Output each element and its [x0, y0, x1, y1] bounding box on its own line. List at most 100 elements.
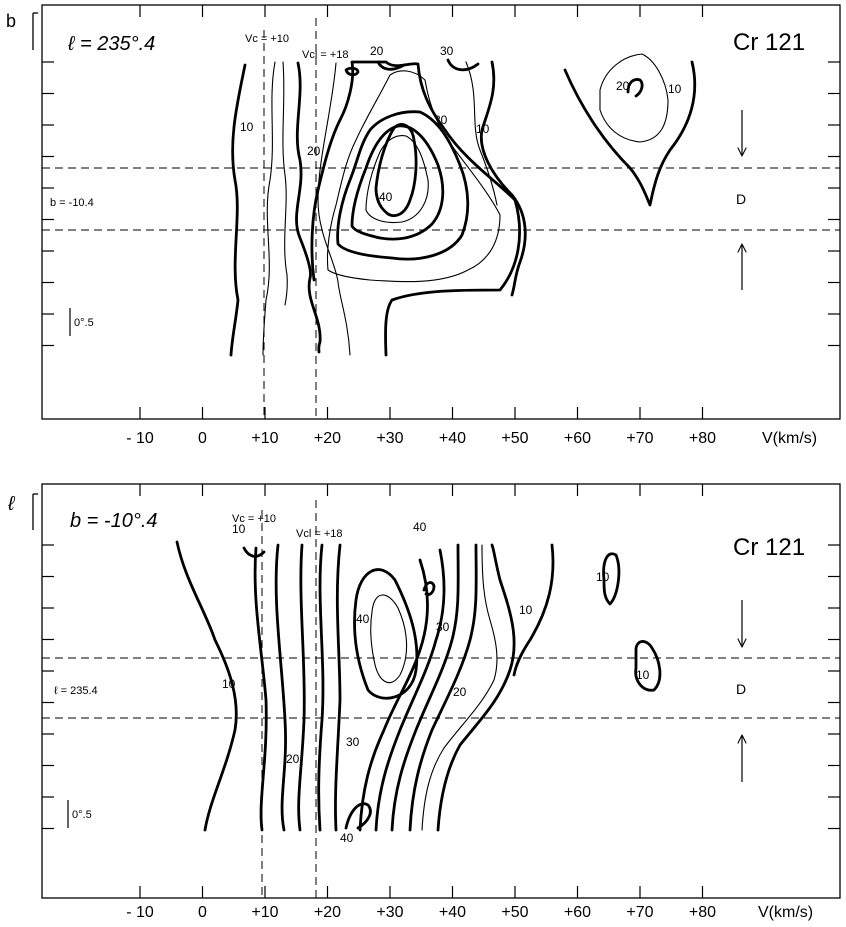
bottom-contour-10-far	[512, 543, 555, 677]
bottom-contour-20-b	[274, 543, 287, 832]
bottom-blob-east-a	[602, 552, 621, 606]
top-clabel-6: 20	[370, 44, 384, 58]
bottom-plot-frame	[41, 483, 841, 899]
bottom-x-tick-label: +20	[314, 904, 341, 921]
top-clabel-8: 10	[668, 82, 682, 96]
bottom-clabel-10: 20	[286, 752, 300, 766]
bottom-x-tick-label: +40	[439, 904, 466, 921]
top-ticks: - 10 0 +10 +20 +30 +40 +50 +60 +70 +80	[42, 5, 840, 447]
bottom-x-tick-label: +70	[626, 904, 653, 921]
top-contour-main-a	[317, 62, 339, 283]
top-contour-main-b	[337, 281, 351, 356]
bottom-x-tick-label: +50	[501, 904, 528, 921]
top-clabel-7: 30	[440, 44, 454, 58]
bottom-clabel-5: 10	[519, 603, 533, 617]
bottom-contour-30-b	[334, 543, 342, 832]
top-contour-left-2	[262, 61, 276, 356]
bottom-contour-40-inner	[370, 594, 408, 684]
bottom-xlabel: V(km/s)	[758, 904, 813, 921]
top-xlabel: V(km/s)	[762, 430, 817, 447]
bottom-clabel-12: 10	[636, 668, 650, 682]
bottom-header: b = -10°.4	[70, 510, 158, 532]
bottom-ticks: - 10 0 +10 +20 +30 +40 +50 +60 +70 +80	[42, 484, 840, 921]
bottom-contour-30-c	[358, 558, 429, 832]
bottom-vc-label: Vc = +10	[232, 513, 276, 525]
bottom-clabel-2: 40	[413, 520, 427, 534]
bottom-x-tick-label: +60	[564, 904, 591, 921]
bottom-contour-30-a	[317, 543, 325, 832]
bottom-y-axis-symbol: ℓ	[7, 493, 16, 515]
top-contour-left-3	[282, 61, 288, 306]
top-x-tick-label: +30	[376, 430, 403, 447]
top-x-tick-label: +60	[564, 430, 591, 447]
bottom-region-label: D	[736, 681, 746, 697]
bottom-contour-40-top	[422, 581, 436, 596]
top-x-tick-label: +10	[251, 430, 278, 447]
top-contour-10-left	[229, 63, 247, 357]
bottom-clabel-1: 10	[232, 522, 246, 536]
bottom-contour-20-c	[297, 543, 306, 832]
bottom-clabel-7: 20	[453, 685, 467, 699]
top-scale-label: 0°.5	[74, 317, 94, 329]
bottom-clabel-4: 30	[436, 620, 450, 634]
panel-bottom: - 10 0 +10 +20 +30 +40 +50 +60 +70 +80 b = -10°.4…	[7, 483, 841, 921]
top-title: Cr 121	[733, 29, 805, 56]
top-plot-frame	[41, 4, 841, 420]
bottom-contour-20-a	[253, 546, 268, 832]
bottom-scale-label: 0°.5	[72, 809, 92, 821]
top-header: ℓ = 235°.4	[67, 33, 155, 55]
bottom-contour-30-d	[374, 548, 446, 832]
bottom-clabel-11: 40	[340, 831, 354, 845]
bottom-x-tick-label: +10	[251, 904, 278, 921]
top-blob-small	[344, 66, 360, 77]
bottom-x-tick-label: 0	[198, 904, 207, 921]
top-clabel-2: 20	[307, 144, 321, 158]
top-y-axis-symbol: b	[6, 11, 16, 31]
top-contour-20-top-a	[376, 60, 406, 71]
top-clabel-1: 10	[240, 120, 254, 134]
top-contour-right-a	[465, 61, 498, 206]
panel-top: - 10 0 +10 +20 +30 +40 +50 +60 +70 +80 ℓ = 235°.4…	[6, 4, 841, 447]
top-contour-20-east-inner	[626, 78, 644, 98]
top-contour-10-right	[479, 60, 527, 297]
bottom-region-arrow-up-head-icon	[737, 734, 747, 744]
top-region-arrow-up-head-icon	[737, 243, 747, 253]
top-contour-38	[365, 135, 429, 224]
top-x-tick-label: +80	[689, 430, 716, 447]
bottom-x-tick-label: +30	[376, 904, 403, 921]
bottom-clabel-6: 10	[222, 677, 236, 691]
top-region-label: D	[736, 191, 746, 207]
top-region-arrow-down-head-icon	[737, 147, 747, 157]
top-x-tick-label: +70	[626, 430, 653, 447]
bottom-x-tick-label: +80	[689, 904, 716, 921]
bottom-contour-20-f	[421, 544, 498, 831]
bottom-contour-40-low	[344, 802, 372, 830]
bottom-clabel-8: 10	[596, 570, 610, 584]
top-contour-10-main	[295, 61, 322, 354]
bottom-contour-10-e	[436, 543, 516, 832]
bottom-clabel-9: 30	[346, 735, 360, 749]
top-contour-20-inner	[326, 70, 501, 283]
top-contour-40	[374, 123, 418, 218]
top-contour-35	[350, 124, 445, 241]
top-contour-20-east	[599, 53, 669, 143]
top-x-tick-label: +20	[314, 430, 341, 447]
top-contour-30-top-b	[446, 58, 480, 72]
top-x-tick-label: +50	[501, 430, 528, 447]
bottom-region-arrow-down-head-icon	[737, 638, 747, 648]
top-x-tick-label: - 10	[126, 430, 154, 447]
top-clabel-3: 30	[434, 113, 448, 127]
top-clabel-9: 20	[616, 79, 630, 93]
bottom-title: Cr 121	[733, 534, 805, 561]
bottom-blob-east-b	[634, 640, 662, 692]
bottom-cut-label: ℓ = 235.4	[54, 685, 98, 697]
bottom-contour-40-main	[353, 568, 419, 700]
bottom-clabel-3: 40	[356, 612, 370, 626]
bottom-contour-10-left	[175, 540, 238, 832]
top-clabel-5: 10	[476, 122, 490, 136]
bottom-contour-20-d	[390, 543, 460, 832]
top-x-tick-label: 0	[198, 430, 207, 447]
top-cut-label: b = -10.4	[50, 197, 94, 209]
top-x-tick-label: +40	[439, 430, 466, 447]
